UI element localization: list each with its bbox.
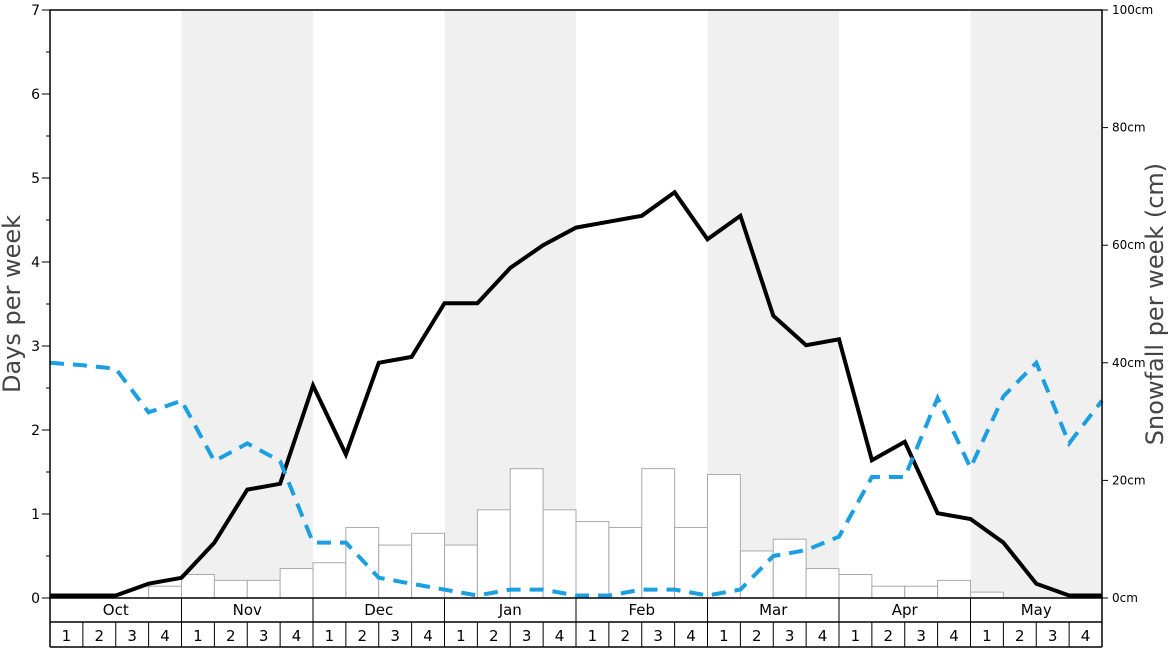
week-label: 1: [325, 627, 335, 645]
x-axis-table: Oct 1 2 3 4 Nov 1 2 3 4 Dec 1 2 3 4 Jan 1 2 3 4 Feb 1 2 3 4 Mar 1 2…: [49, 598, 1103, 648]
right-tick-label: 80cm: [1112, 121, 1146, 135]
month-band: [970, 10, 1102, 598]
week-label: 1: [193, 627, 203, 645]
week-label: 4: [818, 627, 828, 645]
month-bands: [181, 10, 1102, 598]
week-label: 2: [358, 627, 368, 645]
left-axis-title: Days per week: [0, 215, 26, 393]
week-label: 3: [390, 627, 400, 645]
month-label: Dec: [364, 601, 393, 619]
right-tick-label: 100cm: [1112, 3, 1153, 17]
week-label: 2: [226, 627, 236, 645]
left-tick-label: 0: [31, 591, 40, 607]
left-tick-label: 2: [31, 423, 40, 439]
left-tick-label: 7: [31, 3, 40, 19]
snowfall-bar: [608, 526, 643, 599]
series-lines: [49, 189, 1104, 598]
month-label: May: [1021, 601, 1052, 619]
week-label: 3: [653, 627, 663, 645]
snowfall-bar: [871, 585, 906, 599]
month-band: [181, 10, 313, 598]
week-label: 3: [785, 627, 795, 645]
snowfall-bar: [904, 585, 939, 599]
dashed-series-line: [49, 359, 1104, 598]
snowfall-bar: [312, 562, 347, 599]
snowfall-bar: [674, 526, 708, 599]
snowfall-bar: [378, 544, 413, 599]
solid-series-line: [50, 189, 1102, 598]
left-tick-label: 6: [31, 87, 40, 103]
snowfall-bar: [148, 585, 182, 599]
week-label: 1: [588, 627, 598, 645]
snowfall-bar: [213, 579, 248, 599]
month-label: Nov: [233, 601, 262, 619]
snowfall-bar: [772, 538, 807, 599]
snowfall-bar: [970, 591, 1004, 599]
snowfall-bar: [509, 468, 544, 599]
snowfall-bar: [707, 474, 741, 599]
right-tick-label: 20cm: [1112, 473, 1146, 487]
right-tick-label: 40cm: [1112, 356, 1146, 370]
week-label: 4: [423, 627, 433, 645]
snowfall-bar: [246, 579, 281, 599]
week-label: 3: [259, 627, 269, 645]
right-axis-title: Snowfall per week (cm): [1141, 163, 1168, 445]
snowfall-bar: [542, 509, 577, 599]
month-label: Mar: [759, 601, 788, 619]
week-label: 4: [292, 627, 302, 645]
week-label: 2: [489, 627, 499, 645]
week-label: 2: [1015, 627, 1025, 645]
left-axis: 0 1 2 3 4 5 6 7: [31, 3, 50, 607]
month-label: Apr: [892, 601, 919, 619]
week-label: 4: [949, 627, 959, 645]
right-tick-label: 60cm: [1112, 238, 1146, 252]
left-tick-label: 5: [31, 171, 40, 187]
week-label: 2: [752, 627, 762, 645]
snowfall-bar: [279, 568, 314, 599]
snowfall-bar: [641, 468, 676, 599]
week-label: 1: [456, 627, 466, 645]
month-label: Jan: [498, 601, 522, 619]
month-label: Feb: [628, 601, 655, 619]
snowfall-bar: [476, 509, 511, 599]
snowfall-bar: [575, 521, 610, 599]
right-axis: 0cm 20cm 40cm 60cm 80cm 100cm: [1102, 3, 1153, 605]
left-tick-label: 1: [31, 507, 40, 523]
snowfall-bar: [805, 568, 840, 599]
snowfall-bar: [181, 573, 215, 599]
week-label: 3: [522, 627, 532, 645]
week-label: 3: [1048, 627, 1058, 645]
week-label: 1: [851, 627, 861, 645]
month-label: Oct: [103, 601, 129, 619]
week-label: 3: [916, 627, 926, 645]
week-label: 1: [982, 627, 992, 645]
week-label: 4: [1081, 627, 1091, 645]
week-label: 2: [95, 627, 105, 645]
week-label: 4: [686, 627, 696, 645]
week-label: 4: [555, 627, 565, 645]
week-label: 2: [884, 627, 894, 645]
right-tick-label: 0cm: [1112, 591, 1138, 605]
week-label: 3: [127, 627, 137, 645]
week-label: 4: [160, 627, 170, 645]
week-label: 1: [62, 627, 72, 645]
left-tick-label: 4: [31, 255, 40, 271]
week-label: 2: [621, 627, 631, 645]
left-tick-label: 3: [31, 339, 40, 355]
week-label: 1: [719, 627, 729, 645]
snowfall-bar: [838, 573, 873, 599]
snowfall-bar: [937, 579, 971, 599]
